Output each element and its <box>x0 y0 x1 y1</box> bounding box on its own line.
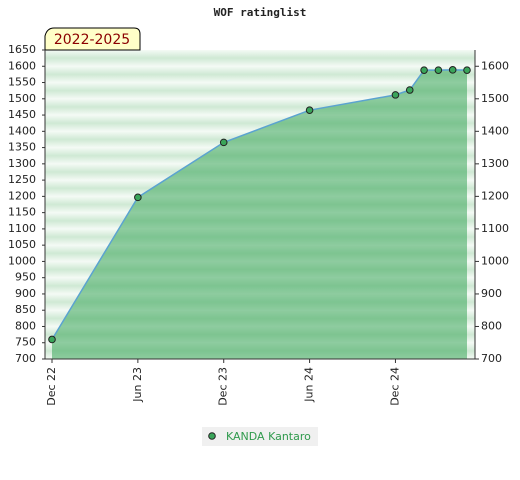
point <box>405 86 414 94</box>
y2-tick-label: 1400 <box>481 124 509 137</box>
area <box>52 69 467 359</box>
y-tick-label: 1450 <box>8 108 36 121</box>
x-tick-label: Dec 24 <box>388 367 401 406</box>
y-tick-label: 1550 <box>8 76 36 89</box>
point <box>448 66 457 74</box>
point <box>219 138 228 147</box>
y-tick-label: 900 <box>15 287 36 300</box>
y-tick-label: 1000 <box>8 254 36 267</box>
point <box>463 66 471 74</box>
legend-label: KANDA Kantaro <box>226 430 311 443</box>
y-tick-label: 700 <box>15 352 36 365</box>
y-tick-label: 750 <box>15 336 36 349</box>
y-tick-label: 1350 <box>8 141 36 154</box>
y2-tick-label: 1500 <box>481 92 509 105</box>
legend <box>202 427 318 446</box>
y-tick-label: 1150 <box>8 206 36 219</box>
x-tick-label: Dec 22 <box>45 367 58 406</box>
y-tick-label: 1050 <box>8 238 36 251</box>
y-tick-label: 1200 <box>8 189 36 202</box>
y-tick-label: 1100 <box>8 222 36 235</box>
y-tick-label: 850 <box>15 303 36 316</box>
y2-tick-label: 1200 <box>481 189 509 202</box>
point <box>48 335 56 344</box>
y-tick-label: 1500 <box>8 92 36 105</box>
line <box>51 69 468 340</box>
stripe <box>45 82 475 99</box>
y2-tick-label: 1300 <box>481 157 509 170</box>
point <box>134 193 142 202</box>
chart-title: WOF ratinglist <box>214 6 307 19</box>
y2-tick-label: 1000 <box>481 254 509 267</box>
x-tick-label: Jun 24 <box>303 367 316 403</box>
badge-text: 2022-2025 <box>54 32 130 48</box>
y2-tick-label: 1100 <box>481 222 509 235</box>
y-tick-label: 1250 <box>8 173 36 186</box>
y-tick-label: 1600 <box>8 59 36 72</box>
point <box>305 106 314 114</box>
point <box>420 66 428 74</box>
y2-tick-label: 700 <box>481 352 502 365</box>
badge <box>44 27 141 51</box>
y-tick-label: 1400 <box>8 124 36 137</box>
y2-tick-label: 800 <box>481 319 502 332</box>
y2-tick-label: 1600 <box>481 59 509 72</box>
y-tick-label: 950 <box>15 271 36 284</box>
stripe <box>45 50 475 67</box>
y-tick-label: 1650 <box>8 43 36 56</box>
plot-area <box>45 50 475 359</box>
y-tick-label: 800 <box>15 319 36 332</box>
point <box>391 91 400 99</box>
point <box>434 66 443 74</box>
legend-marker <box>208 432 216 440</box>
x-tick-label: Dec 23 <box>217 367 230 406</box>
y2-tick-label: 900 <box>481 287 502 300</box>
x-tick-label: Jun 23 <box>131 367 144 403</box>
stripe <box>45 66 475 83</box>
y-tick-label: 1300 <box>8 157 36 170</box>
